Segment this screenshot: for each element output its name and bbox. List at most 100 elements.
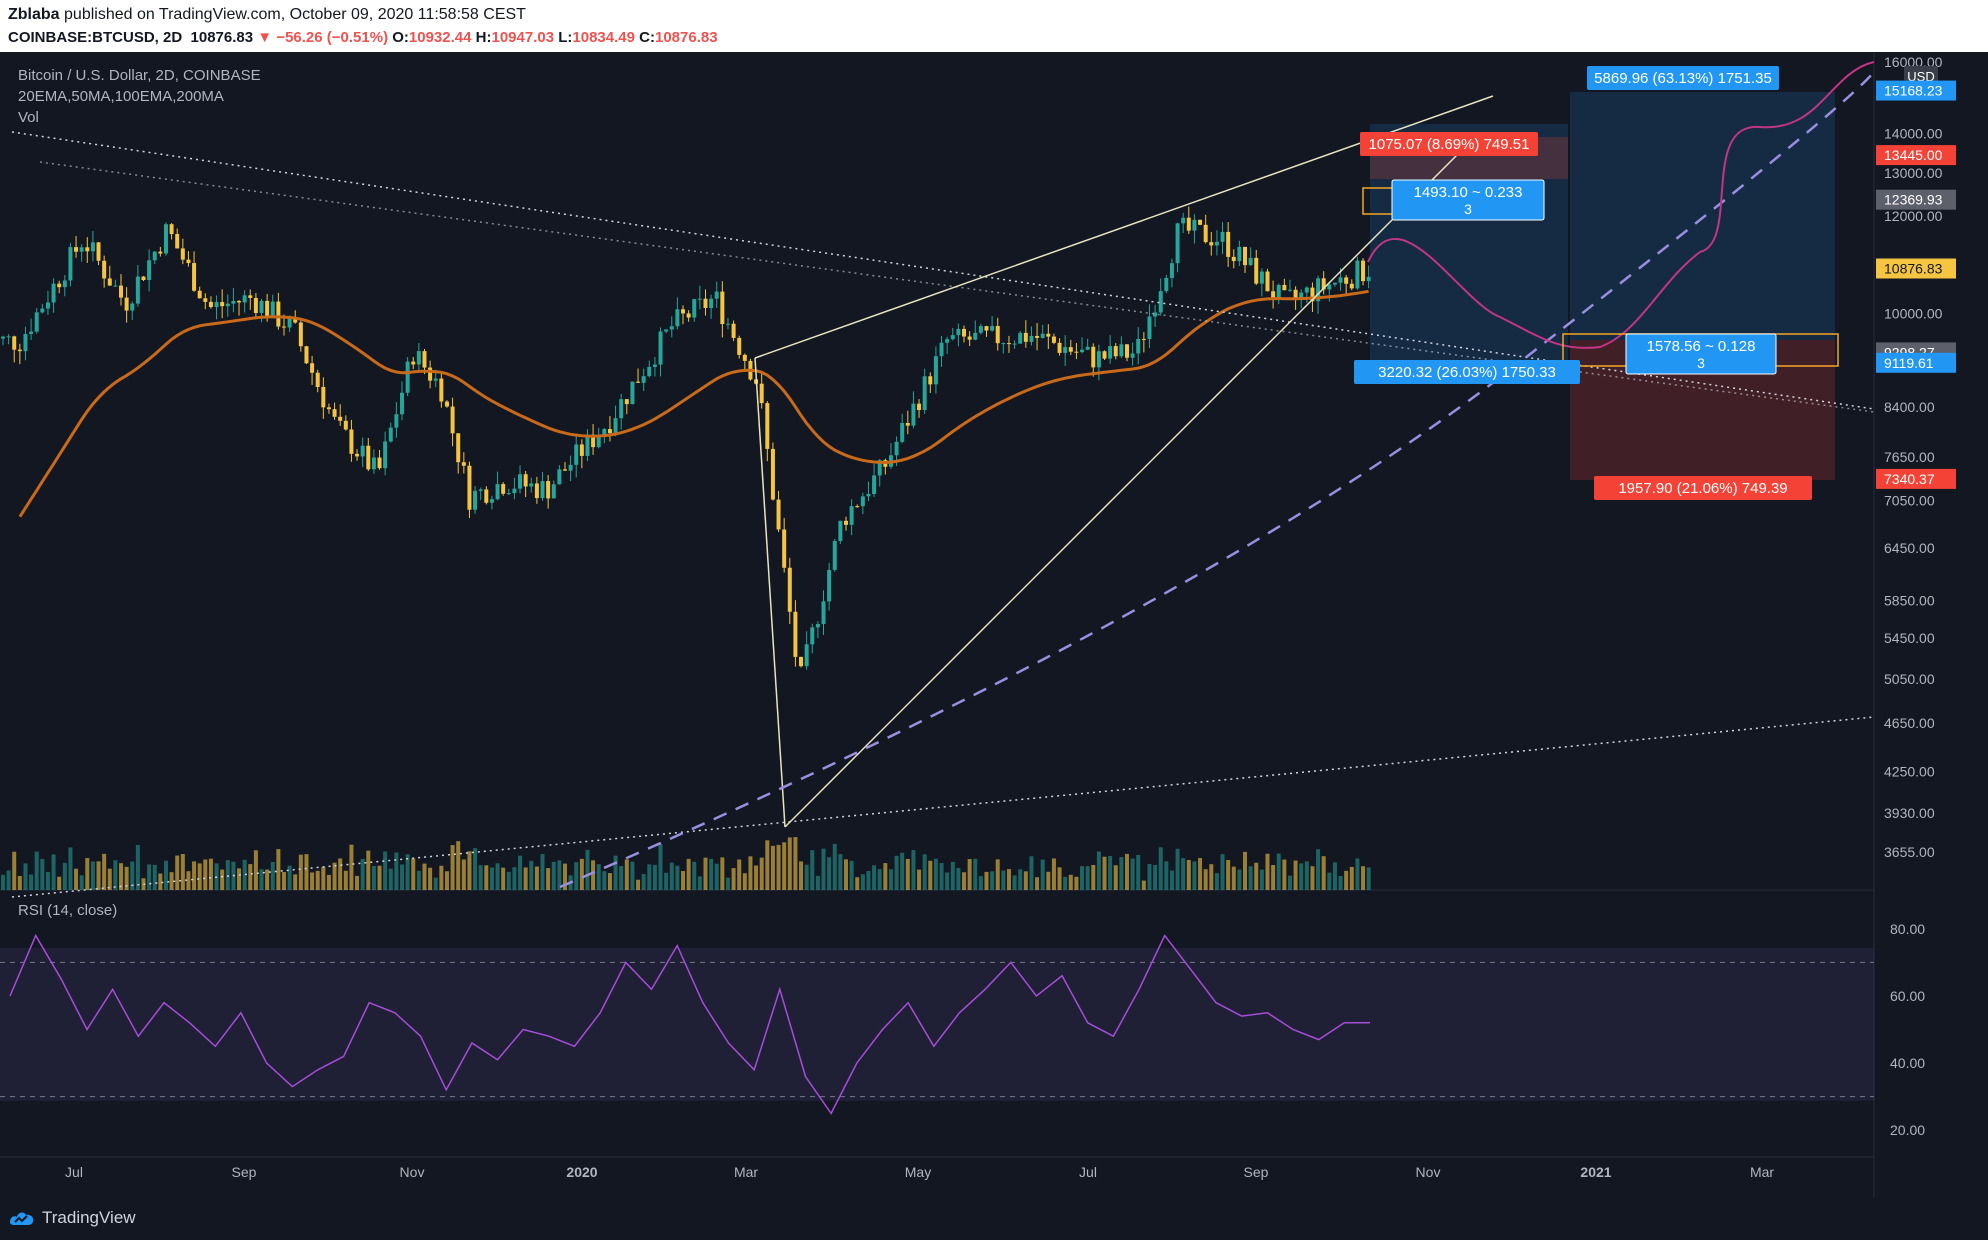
- candle-body: [1316, 278, 1321, 302]
- candle-body: [506, 493, 511, 495]
- close-value: 10876.83: [654, 29, 718, 46]
- volume-bar: [636, 879, 641, 890]
- volume-bar: [664, 872, 669, 890]
- candle-body: [270, 301, 275, 318]
- volume-bar: [270, 861, 275, 890]
- candle-body: [1203, 224, 1208, 243]
- volume-bar: [197, 863, 202, 890]
- candle-body: [1209, 242, 1214, 246]
- candle-body: [17, 349, 22, 352]
- time-tick-label: Nov: [400, 1164, 425, 1180]
- rsi-tick-label: 20.00: [1890, 1122, 1925, 1138]
- candle-body: [1001, 343, 1006, 345]
- candle-body: [152, 251, 157, 261]
- candle-body: [1158, 291, 1163, 313]
- volume-bar: [866, 870, 871, 890]
- volume-bar: [776, 844, 781, 890]
- footer-brand[interactable]: TradingView: [42, 1208, 136, 1227]
- volume-bar: [731, 868, 736, 890]
- candle-body: [248, 295, 253, 298]
- candle-body: [810, 627, 815, 645]
- candle-body: [1355, 260, 1360, 289]
- candle-body: [731, 323, 736, 338]
- publisher-name[interactable]: Zblaba: [8, 6, 60, 23]
- price-badge: 13445.00: [1884, 147, 1943, 163]
- volume-bar: [759, 857, 764, 890]
- publish-line: Zblaba published on TradingView.com, Oct…: [8, 6, 526, 24]
- candle-body: [1344, 277, 1349, 284]
- candle-body: [383, 441, 388, 469]
- candle-body: [681, 309, 686, 314]
- volume-bar: [461, 859, 466, 890]
- price-tick-label: 3655.00: [1884, 844, 1935, 860]
- chart-canvas[interactable]: 1075.07 (8.69%) 749.51 5869.96 (63.13%) 1…: [0, 52, 1988, 1198]
- volume-bar: [765, 840, 770, 890]
- candle-body: [489, 499, 494, 503]
- candle-body: [585, 434, 590, 456]
- volume-bar: [467, 851, 472, 890]
- candle-body: [894, 441, 899, 456]
- volume-bar: [725, 877, 730, 890]
- candle-body: [759, 383, 764, 404]
- crash-leg-line: [754, 357, 786, 828]
- candle-body: [450, 406, 455, 434]
- candle-body: [298, 322, 303, 347]
- volume-bar: [1040, 859, 1045, 890]
- volume-bar: [900, 852, 905, 890]
- candle-body: [900, 423, 905, 442]
- candle-body: [321, 386, 326, 408]
- candle-body: [484, 489, 489, 503]
- candle-body: [832, 541, 837, 570]
- volume-bar: [1023, 871, 1028, 890]
- volume-bar: [793, 837, 798, 890]
- volume-bar: [265, 869, 270, 890]
- volume-bar: [473, 848, 478, 890]
- volume-bar: [422, 863, 427, 890]
- volume-bar: [1282, 859, 1287, 890]
- candle-body: [1265, 271, 1270, 292]
- volume-bar: [321, 866, 326, 890]
- candle-body: [1063, 347, 1068, 353]
- volume-bar: [917, 869, 922, 890]
- price-badge-bg: [1876, 80, 1956, 101]
- volume-bar: [1068, 874, 1073, 890]
- candle-body: [641, 376, 646, 383]
- price-badge: 15168.23: [1884, 83, 1943, 99]
- rsi-band-fill: [0, 947, 1874, 1101]
- candle-body: [96, 242, 101, 261]
- candle-body: [1181, 217, 1186, 224]
- candle-body: [568, 464, 573, 471]
- time-tick-label: Sep: [232, 1164, 257, 1180]
- candle-body: [1226, 231, 1231, 257]
- volume-bar: [821, 848, 826, 890]
- volume-bar: [534, 866, 539, 890]
- candle-body: [1293, 289, 1298, 298]
- candle-body: [186, 259, 191, 264]
- candle-body: [1141, 338, 1146, 340]
- volume-bar: [1231, 866, 1236, 890]
- candle-body: [461, 462, 466, 466]
- volume-bar: [360, 858, 365, 890]
- candle-body: [0, 336, 5, 339]
- published-text: published on TradingView.com, October 09…: [64, 6, 526, 23]
- volume-bar: [225, 860, 230, 890]
- volume-bar: [714, 863, 719, 890]
- candle-body: [692, 299, 697, 318]
- volume-bar: [579, 858, 584, 890]
- candle-body: [45, 302, 50, 309]
- candle-body: [74, 247, 79, 252]
- volume-bar: [1130, 858, 1135, 890]
- measure-label: 3220.32 (26.03%) 1750.33: [1354, 360, 1580, 384]
- price-badge-bg: [1876, 189, 1956, 210]
- legend-rsi: RSI (14, close): [18, 902, 118, 919]
- volume-bar: [1293, 860, 1298, 890]
- volume-bar: [12, 851, 17, 890]
- volume-bar: [647, 864, 652, 890]
- candle-body: [686, 313, 691, 318]
- down-arrow-icon: ▼: [257, 29, 273, 46]
- volume-bar: [978, 876, 983, 890]
- candle-body: [141, 276, 146, 281]
- volume-bar: [888, 869, 893, 890]
- volume-bar: [1108, 855, 1113, 890]
